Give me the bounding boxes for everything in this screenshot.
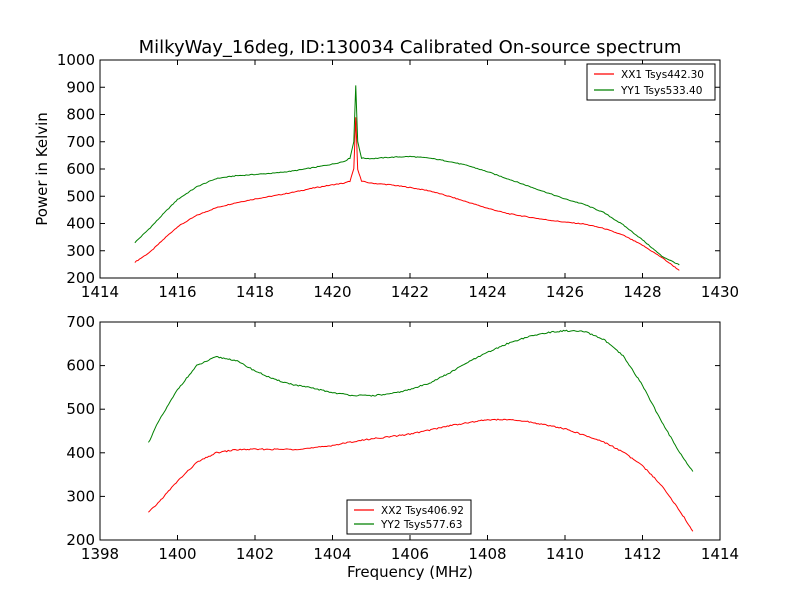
x-tick-label: 1416 [158,283,196,301]
x-tick-label: 1420 [313,283,351,301]
y-tick-label: 700 [66,313,95,331]
series-line-xx2 [148,418,694,532]
bottom-panel-xx2-yy2: 1398 1400 1402 1404 1406 1408 1410 1412 1414 200 3… [66,313,739,581]
series-line-xx1 [134,117,680,271]
x-tick-label: 1410 [546,545,584,563]
x-tick-label: 1430 [701,283,739,301]
y-tick-label: 400 [66,215,95,233]
x-tick-label: 1418 [236,283,274,301]
bottom-panel-series [148,329,694,532]
x-tick-label: 1426 [546,283,584,301]
series-line-yy1 [134,85,680,266]
bottom-panel-xlabel: Frequency (MHz) [347,563,473,581]
legend-label-yy2: YY2 Tsys577.63 [380,519,462,531]
x-tick-label: 1414 [701,545,739,563]
y-tick-label: 400 [66,444,95,462]
top-panel-series [134,85,680,271]
y-tick-label: 300 [66,242,95,260]
legend-label-yy1: YY1 Tsys533.40 [620,85,702,97]
y-tick-label: 200 [66,531,95,549]
figure-title: MilkyWay_16deg, ID:130034 Calibrated On-… [139,37,682,58]
bottom-legend-box [346,499,472,535]
x-tick-label: 1398 [81,545,119,563]
x-tick-label: 1424 [468,283,506,301]
y-tick-label: 900 [66,78,95,96]
x-tick-label: 1408 [468,545,506,563]
x-tick-label: 1422 [391,283,429,301]
x-tick-label: 1414 [81,283,119,301]
x-tick-label: 1404 [313,545,351,563]
y-tick-label: 600 [66,357,95,375]
y-tick-label: 1000 [57,51,95,69]
x-tick-label: 1400 [158,545,196,563]
legend-label-xx1: XX1 Tsys442.30 [621,69,704,81]
top-panel-ticks: 1414 1416 1418 1420 1422 1424 1426 1428 1430 200 3… [57,51,739,301]
top-panel-legend: XX1 Tsys442.30 YY1 Tsys533.40 [586,63,716,101]
legend-label-xx2: XX2 Tsys406.92 [381,505,464,517]
x-tick-label: 1406 [391,545,429,563]
y-tick-label: 200 [66,269,95,287]
top-legend-box [586,63,716,101]
y-tick-label: 500 [66,400,95,418]
y-tick-label: 700 [66,133,95,151]
bottom-panel-ticks: 1398 1400 1402 1404 1406 1408 1410 1412 1414 200 3… [66,313,739,563]
y-tick-label: 600 [66,160,95,178]
y-tick-label: 300 [66,487,95,505]
top-panel-xx1-yy1: 1414 1416 1418 1420 1422 1424 1426 1428 1430 200 3… [33,51,739,301]
y-tick-label: 800 [66,106,95,124]
x-tick-label: 1428 [623,283,661,301]
top-panel-ylabel: Power in Kelvin [33,112,51,226]
y-tick-label: 500 [66,187,95,205]
x-tick-label: 1412 [623,545,661,563]
bottom-panel-legend: XX2 Tsys406.92 YY2 Tsys577.63 [346,499,472,535]
series-line-yy2 [148,329,694,472]
x-tick-label: 1402 [236,545,274,563]
